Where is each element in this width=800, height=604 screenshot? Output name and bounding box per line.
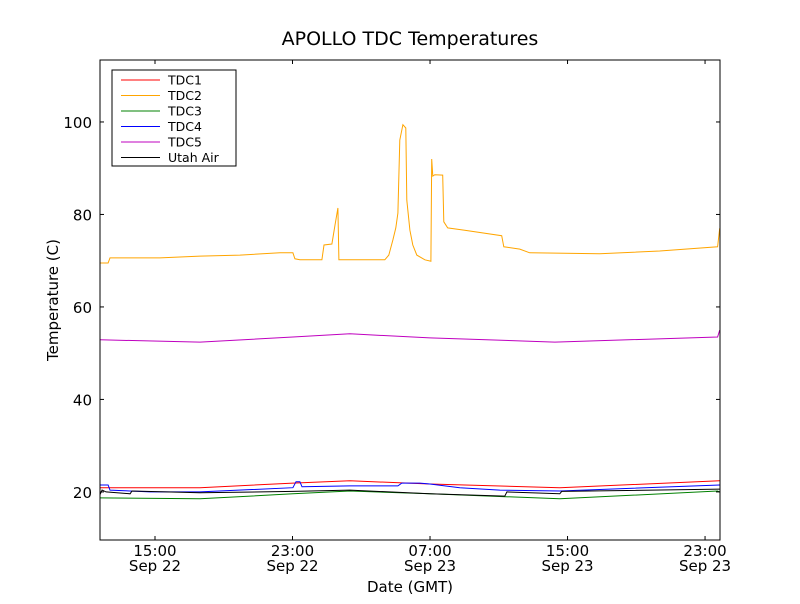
series-line-tdc5	[99, 329, 721, 343]
y-axis-label: Temperature (C)	[44, 239, 62, 362]
series-line-utah-air	[99, 488, 720, 497]
series-line-tdc1	[100, 480, 720, 489]
x-tick-time-label: 15:00	[133, 542, 176, 560]
y-tick-label: 40	[73, 391, 92, 409]
x-tick-date-label: Sep 22	[129, 557, 181, 575]
series-line-tdc2	[100, 123, 721, 264]
x-tick-date-label: Sep 23	[404, 557, 456, 575]
y-tick-label: 20	[73, 484, 92, 502]
chart-title: APOLLO TDC Temperatures	[282, 28, 539, 50]
legend-label: TDC4	[167, 119, 202, 134]
y-tick-label: 100	[63, 114, 92, 132]
legend-label: TDC5	[167, 135, 202, 150]
x-tick-time-label: 23:00	[683, 542, 726, 560]
y-tick-label: 80	[73, 206, 92, 224]
x-tick-date-label: Sep 23	[541, 557, 593, 575]
x-tick-time-label: 07:00	[408, 542, 451, 560]
x-axis-label: Date (GMT)	[367, 578, 453, 596]
legend-label: TDC3	[167, 104, 202, 119]
legend-box	[111, 69, 237, 167]
legend-label: Utah Air	[168, 150, 220, 165]
x-tick-time-label: 15:00	[546, 542, 589, 560]
x-tick-date-label: Sep 23	[679, 557, 731, 575]
x-tick-time-label: 23:00	[271, 542, 314, 560]
plot-frame	[99, 59, 721, 541]
y-tick-label: 60	[73, 299, 92, 317]
x-tick-date-label: Sep 22	[266, 557, 318, 575]
legend-label: TDC1	[167, 73, 202, 88]
series-layer	[99, 123, 721, 500]
legend-label: TDC2	[167, 88, 202, 103]
